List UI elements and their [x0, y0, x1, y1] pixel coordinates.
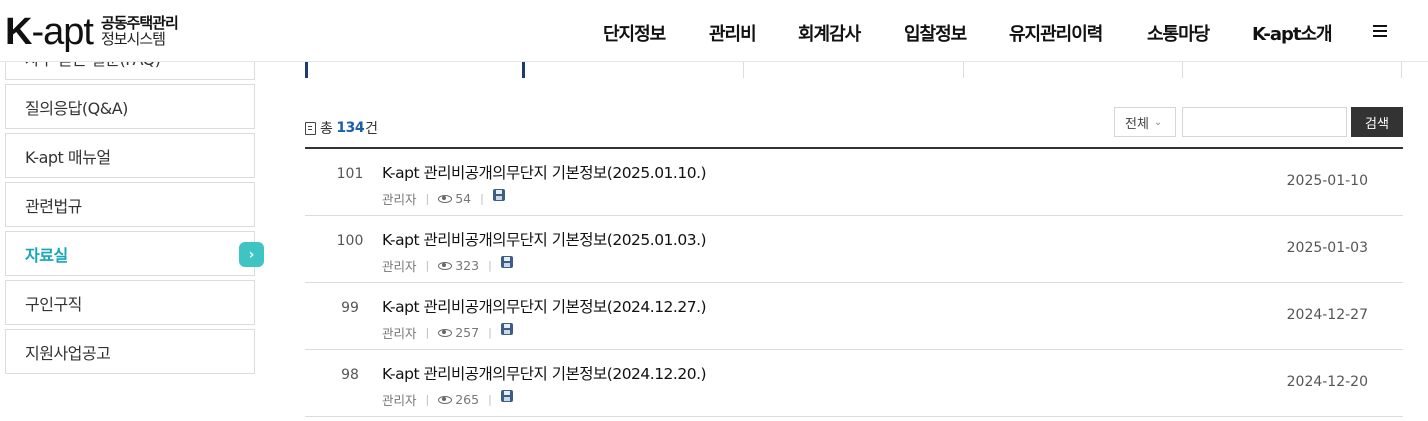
post-title-link[interactable]: K-apt 관리비공개의무단지 기본정보(2024.12.20.)	[382, 365, 707, 383]
file-attachment-icon[interactable]	[500, 389, 513, 402]
nav-maintenance-history[interactable]: 유지관리이력	[1009, 24, 1103, 45]
post-number: 101	[336, 166, 364, 182]
total-number: 134	[336, 120, 365, 136]
sidebar-item-label: 지원사업공고	[25, 343, 111, 363]
eye-icon	[438, 261, 453, 270]
post-views: 265	[455, 392, 480, 407]
nav-management-fee[interactable]: 관리비	[709, 24, 757, 45]
post-number: 98	[341, 367, 359, 383]
document-icon	[305, 121, 316, 135]
tab-divider	[743, 62, 744, 78]
hamburger-menu-icon[interactable]	[1373, 25, 1389, 39]
post-date: 2025-01-10	[1286, 173, 1368, 189]
nav-complex-info[interactable]: 단지정보	[603, 24, 666, 45]
sidebar-item-support-notice[interactable]: 지원사업공고	[5, 329, 255, 374]
list-top-border	[305, 147, 1403, 149]
sidebar-item-archive[interactable]: 자료실	[5, 231, 255, 276]
post-number: 99	[341, 300, 359, 316]
file-attachment-icon[interactable]	[492, 188, 505, 201]
post-meta: 관리자 | 54 |	[382, 188, 505, 208]
post-number: 100	[336, 233, 364, 249]
eye-icon	[438, 328, 453, 337]
post-meta: 관리자 | 265 |	[382, 389, 513, 409]
tab-divider	[963, 62, 964, 78]
sidebar-item-label: 구인구직	[25, 294, 82, 314]
active-tab-border	[305, 62, 308, 78]
sidebar-item-label: 질의응답(Q&A)	[25, 98, 128, 118]
post-views: 54	[455, 191, 472, 206]
post-views: 323	[455, 258, 480, 273]
sidebar-item-manual[interactable]: K-apt 매뉴얼	[5, 133, 255, 178]
list-item: 101 K-apt 관리비공개의무단지 기본정보(2025.01.10.) 관리…	[305, 149, 1403, 216]
post-date: 2025-01-03	[1286, 240, 1368, 256]
logo-subtitle-line1: 공동주택관리	[100, 14, 179, 33]
post-author: 관리자	[382, 192, 417, 207]
post-views: 257	[455, 325, 480, 340]
search-filter-select[interactable]: 전체 ⌄	[1114, 107, 1176, 137]
list-item: 99 K-apt 관리비공개의무단지 기본정보(2024.12.27.) 관리자…	[305, 283, 1403, 350]
sidebar-item-jobs[interactable]: 구인구직	[5, 280, 255, 325]
tab-bar	[305, 62, 1403, 78]
chevron-down-icon: ⌄	[1153, 116, 1163, 128]
eye-icon	[438, 194, 453, 203]
file-attachment-icon[interactable]	[500, 255, 513, 268]
search-filter-value: 전체	[1125, 116, 1149, 132]
site-header: K-apt 공동주택관리 정보시스템 단지정보 관리비 회계감사 입찰정보 유지…	[0, 0, 1428, 62]
post-title-link[interactable]: K-apt 관리비공개의무단지 기본정보(2025.01.10.)	[382, 164, 707, 182]
site-logo[interactable]: K-apt 공동주택관리 정보시스템	[5, 10, 179, 54]
list-item: 98 K-apt 관리비공개의무단지 기본정보(2024.12.20.) 관리자…	[305, 350, 1403, 417]
main-nav: 단지정보 관리비 회계감사 입찰정보 유지관리이력 소통마당 K-apt소개	[0, 0, 1428, 62]
nav-bidding[interactable]: 입찰정보	[904, 24, 967, 45]
nav-community[interactable]: 소통마당	[1147, 24, 1210, 45]
sidebar-item-laws[interactable]: 관련법규	[5, 182, 255, 227]
file-attachment-icon[interactable]	[500, 322, 513, 335]
post-title-link[interactable]: K-apt 관리비공개의무단지 기본정보(2024.12.27.)	[382, 298, 707, 316]
sidebar-item-label: 자료실	[25, 245, 68, 265]
search-input[interactable]	[1182, 107, 1347, 137]
nav-about[interactable]: K-apt소개	[1252, 24, 1333, 45]
tab-divider	[1401, 62, 1402, 78]
chevron-right-icon[interactable]: ›	[239, 242, 264, 267]
tab-divider	[1182, 62, 1183, 78]
logo-wordmark: K-apt	[5, 11, 94, 53]
total-count: 총 134 건	[305, 118, 378, 138]
list-item: 100 K-apt 관리비공개의무단지 기본정보(2025.01.03.) 관리…	[305, 216, 1403, 283]
post-meta: 관리자 | 323 |	[382, 255, 513, 275]
active-tab-border	[522, 62, 525, 78]
post-meta: 관리자 | 257 |	[382, 322, 513, 342]
nav-audit[interactable]: 회계감사	[798, 24, 861, 45]
post-author: 관리자	[382, 326, 417, 341]
sidebar-item-qna[interactable]: 질의응답(Q&A)	[5, 84, 255, 129]
eye-icon	[438, 395, 453, 404]
post-date: 2024-12-20	[1286, 374, 1368, 390]
search-button[interactable]: 검색	[1351, 107, 1403, 137]
logo-subtitle: 공동주택관리 정보시스템	[100, 14, 179, 48]
post-date: 2024-12-27	[1286, 307, 1368, 323]
logo-subtitle-line2: 정보시스템	[100, 30, 166, 48]
post-title-link[interactable]: K-apt 관리비공개의무단지 기본정보(2025.01.03.)	[382, 231, 707, 249]
post-author: 관리자	[382, 393, 417, 408]
sidebar-item-label: K-apt 매뉴얼	[25, 147, 111, 167]
post-author: 관리자	[382, 259, 417, 274]
sidebar-item-label: 관련법규	[25, 196, 82, 216]
